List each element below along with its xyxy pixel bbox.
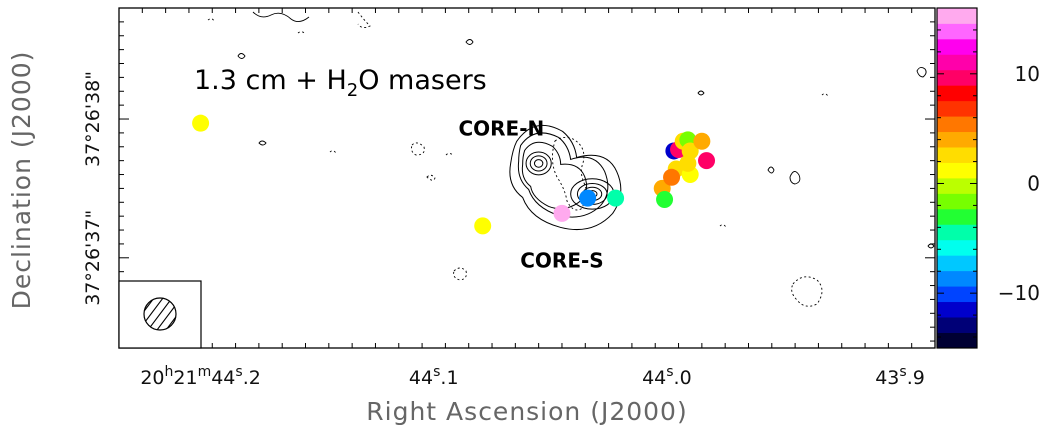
colorbar-segment (937, 239, 977, 256)
source-label: CORE-N (458, 117, 544, 141)
noise-contours (237, 11, 935, 249)
x-tick-labels: 20h21m44s.2 44s.1 44s.0 43s.9 (140, 364, 924, 389)
contour-line (529, 155, 548, 172)
axis-ticks (118, 7, 936, 348)
maser-point (553, 204, 571, 222)
beam-inset (118, 280, 202, 349)
contour-line (509, 124, 622, 231)
contour-line (517, 132, 609, 218)
colorbar-segment (937, 178, 977, 194)
maser-point (663, 168, 681, 186)
maser-point (693, 132, 711, 150)
colorbar-segment (937, 270, 977, 287)
y-tick-label: 37°26'38" (82, 71, 104, 167)
maser-point (607, 189, 625, 207)
colorbar-segment (937, 85, 977, 102)
noise-contour (445, 153, 454, 156)
colorbar-segment (937, 255, 977, 272)
noise-contour (411, 142, 425, 156)
plot-frame (118, 7, 936, 349)
colorbar (936, 7, 978, 349)
noise-contour (207, 18, 215, 22)
x-tick-label: 44s.0 (642, 364, 692, 389)
colorbar-segment (937, 301, 977, 318)
colorbar-segment (937, 116, 977, 133)
y-tick-labels: 37°26'38" 37°26'37" (82, 71, 104, 306)
noise-contour (357, 11, 371, 29)
colorbar-tick-label: −10 (998, 281, 1040, 305)
noise-contour (697, 90, 705, 96)
colorbar-tick-label: 10 (1015, 62, 1040, 86)
noise-contour (719, 224, 727, 228)
noise-contour (767, 166, 775, 174)
x-tick-label: 44s.1 (409, 364, 459, 389)
colorbar-segment (937, 69, 977, 86)
colorbar-segment (937, 332, 977, 349)
colorbar-frame (936, 7, 978, 349)
beam-box (118, 280, 202, 349)
contour-line (521, 141, 588, 210)
maser-point (679, 154, 697, 172)
colorbar-segment (937, 193, 977, 210)
x-tick-label: 43s.9 (875, 364, 925, 389)
colorbar-segment (937, 8, 977, 24)
noise-contour (237, 53, 246, 59)
source-labels: CORE-N CORE-S (458, 117, 603, 273)
colorbar-segment (937, 317, 977, 333)
noise-contour (821, 93, 829, 97)
y-axis-title: Declination (J2000) (7, 51, 36, 310)
contour-line (525, 151, 552, 176)
noise-contour (789, 171, 801, 185)
maser-point (192, 114, 210, 132)
contour-line (533, 159, 544, 168)
colorbar-segment (937, 131, 977, 148)
noise-contour (258, 140, 267, 146)
noise-contour (916, 66, 927, 78)
source-label: CORE-S (520, 249, 603, 273)
x-tick-label: 20h21m44s.2 (140, 364, 261, 389)
noise-contour (453, 267, 467, 281)
noise-contour (426, 174, 436, 181)
colorbar-segment (937, 147, 977, 163)
maser-point (474, 217, 492, 235)
colorbar-segment (937, 162, 977, 179)
colorbar-segment (937, 224, 977, 241)
noise-contour (465, 39, 474, 45)
colorbar-segment (937, 208, 977, 225)
noise-contours-dashed (207, 11, 829, 307)
panel-title: 1.3 cm + H2O masers (194, 65, 487, 101)
beam-hatch (144, 298, 176, 330)
colorbar-segment (937, 286, 977, 303)
colorbar-segment (937, 54, 977, 71)
colorbar-segment (937, 23, 977, 40)
colorbar-segment (937, 38, 977, 55)
y-tick-label: 37°26'37" (82, 210, 104, 306)
noise-contour (297, 31, 306, 35)
noise-contour (927, 243, 935, 249)
colorbar-segment (937, 100, 977, 117)
noise-contour (252, 11, 310, 22)
maser-points (192, 114, 716, 235)
noise-contour (791, 276, 823, 307)
noise-contour (329, 150, 337, 154)
colorbar-tick-label: 0 (1027, 171, 1040, 195)
maser-point (579, 189, 597, 207)
maser-point (698, 152, 716, 170)
x-axis-title: Right Ascension (J2000) (366, 397, 687, 426)
beam-ellipse (143, 297, 177, 331)
colorbar-labels: 10 0 −10 (998, 62, 1040, 305)
maser-point (656, 191, 674, 209)
